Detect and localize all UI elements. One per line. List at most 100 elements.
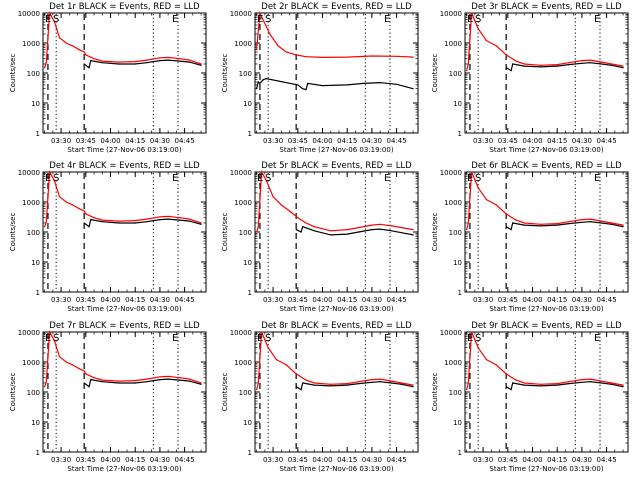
data-point: [267, 347, 269, 349]
data-point: [200, 222, 202, 224]
data-point: [400, 232, 403, 234]
data-point: [256, 49, 258, 51]
data-point: [321, 85, 324, 87]
data-point: [146, 381, 148, 383]
data-point: [379, 381, 381, 383]
y-tick-label: 1000: [234, 359, 252, 367]
x-tick-label: 04:45: [175, 456, 195, 464]
data-point: [495, 45, 497, 47]
x-tick-label: 04:00: [312, 456, 332, 464]
data-point: [58, 196, 61, 198]
data-point: [505, 54, 507, 56]
data-point: [412, 234, 414, 236]
data-point: [358, 383, 360, 385]
y-tick-label: 1000: [234, 199, 252, 207]
y-tick-label: 100: [449, 70, 462, 78]
marker-S-label: S: [265, 173, 271, 184]
y-tick-label: 10: [453, 100, 462, 108]
x-tick-label: 04:30: [150, 296, 170, 304]
data-point: [167, 56, 169, 59]
data-point: [118, 61, 120, 63]
y-tick-label: 10000: [440, 329, 462, 337]
data-point: [505, 213, 507, 215]
x-tick-label: 03:45: [76, 137, 96, 145]
x-axis-label: Start Time (27-Nov-06 03:19:00): [67, 465, 181, 473]
x-tick-label: 04:15: [337, 296, 357, 304]
data-point: [568, 381, 570, 383]
data-point: [88, 226, 90, 228]
data-point: [556, 64, 558, 66]
data-point: [45, 221, 47, 223]
data-point: [346, 84, 348, 86]
data-point: [300, 231, 302, 233]
marker-S-label: S: [475, 173, 481, 184]
data-point: [85, 213, 87, 215]
data-point: [78, 208, 80, 210]
data-point: [471, 171, 473, 173]
y-tick-label: 10000: [440, 169, 462, 177]
data-point: [568, 383, 570, 385]
data-point: [44, 67, 46, 69]
data-point: [610, 382, 613, 384]
data-point: [391, 230, 393, 232]
data-point: [396, 55, 398, 57]
x-axis-label: Start Time (27-Nov-06 03:19:00): [489, 305, 603, 313]
data-point: [179, 60, 181, 62]
data-point: [72, 45, 74, 47]
x-axis-label: Start Time (27-Nov-06 03:19:00): [67, 146, 181, 154]
x-tick-label: 03:30: [263, 456, 283, 464]
marker-E-label: E: [594, 173, 600, 184]
data-point: [379, 223, 381, 225]
data-point: [101, 219, 103, 221]
data-point: [467, 63, 469, 65]
plot-frame: [464, 171, 629, 293]
marker-S-label: S: [53, 14, 59, 25]
data-point: [44, 386, 46, 388]
y-axis-label: Counts/sec: [9, 213, 17, 252]
chart-title: Det 6r BLACK = Events, RED = LLD: [471, 161, 622, 171]
data-point: [412, 56, 414, 58]
x-tick-label: 03:45: [498, 296, 518, 304]
data-point: [610, 223, 613, 225]
x-tick-label: 03:30: [473, 137, 493, 145]
data-point: [396, 83, 398, 85]
data-point: [581, 381, 583, 383]
y-tick-label: 10: [243, 259, 252, 267]
x-tick-label: 04:30: [362, 137, 382, 145]
x-tick-label: 04:45: [175, 296, 195, 304]
data-point: [134, 63, 136, 65]
data-point: [65, 361, 67, 363]
data-point: [610, 383, 613, 385]
x-axis: 03:30 03:45 04:00 04:15 04:30 04:45: [256, 13, 414, 145]
data-point: [510, 389, 512, 391]
chart-panel-9: Det 9r BLACK = Events, RED = LLD 1 10 100 10…: [431, 321, 629, 473]
marker-E-label: E: [172, 14, 178, 25]
data-point: [601, 220, 603, 222]
series-line: [83, 59, 202, 69]
data-point: [78, 368, 80, 370]
y-tick-label: 1000: [444, 40, 462, 48]
x-tick-label: 03:30: [473, 456, 493, 464]
y-axis-label: Counts/sec: [431, 373, 439, 412]
data-point: [589, 62, 591, 64]
data-point: [610, 222, 613, 224]
x-tick-label: 03:45: [76, 456, 96, 464]
data-point: [400, 382, 403, 384]
data-point: [188, 59, 191, 61]
data-point: [90, 60, 92, 62]
y-tick-label: 1: [248, 449, 252, 457]
data-point: [83, 51, 85, 53]
data-point: [188, 61, 191, 63]
chart-title: Det 3r BLACK = Events, RED = LLD: [471, 2, 622, 12]
data-point: [134, 380, 136, 382]
x-tick-label: 04:15: [337, 456, 357, 464]
y-tick-label: 100: [27, 229, 40, 237]
marker-E-label: E: [594, 14, 600, 25]
data-point: [412, 88, 414, 90]
data-point: [379, 378, 381, 380]
x-axis: 03:30 03:45 04:00 04:15 04:30 04:45: [44, 13, 202, 145]
y-axis: 1 10 100 1000 10000: [440, 329, 628, 457]
x-tick-label: 04:30: [362, 296, 382, 304]
data-point: [305, 56, 307, 58]
